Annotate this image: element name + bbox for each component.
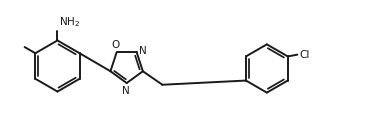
Text: Cl: Cl [299, 50, 309, 60]
Text: N: N [139, 46, 147, 56]
Text: O: O [111, 40, 119, 50]
Text: N: N [122, 86, 129, 96]
Text: NH$_2$: NH$_2$ [59, 15, 80, 29]
